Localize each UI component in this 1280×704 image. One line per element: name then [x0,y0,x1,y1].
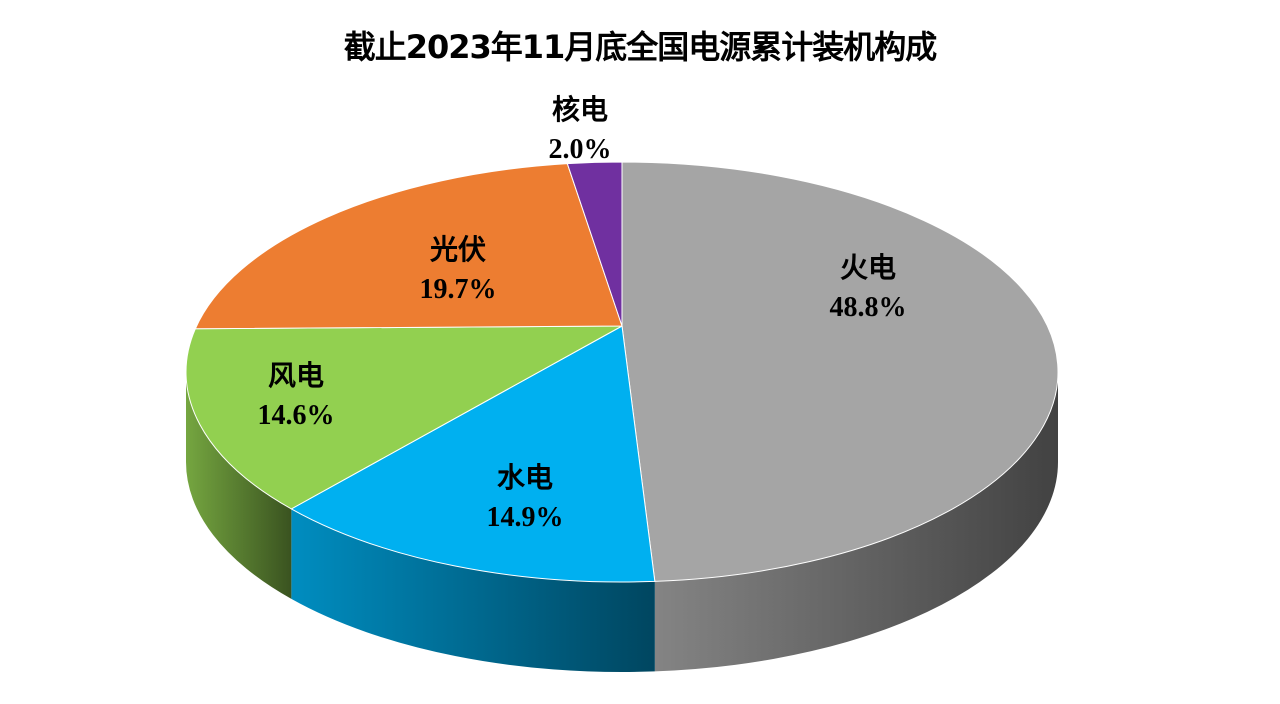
data-label: 水电 14.9% [487,458,564,538]
pie-slice [566,161,623,327]
pie-slice [185,325,623,510]
slice-percent: 19.7% [419,274,497,305]
data-label: 核电 2.0% [549,90,612,170]
pie-slice [621,161,1059,582]
pie-side-0 [654,372,1058,672]
data-label: 风电 14.6% [258,356,335,436]
slice-name: 核电 [551,93,608,126]
pie-slice [290,325,656,583]
chart-title: 截止2023年11月底全国电源累计装机构成 [343,28,938,66]
slice-percent: 2.0% [548,134,612,165]
slice-name: 火电 [839,251,896,284]
slice-percent: 14.9% [486,502,564,533]
data-label: 火电 48.8% [830,248,907,328]
slice-name: 水电 [496,461,553,494]
slice-name: 光伏 [429,233,486,266]
pie-side-1 [291,508,655,672]
slice-percent: 48.8% [829,292,907,323]
slice-percent: 14.6% [257,400,335,431]
data-label: 光伏 19.7% [420,230,497,310]
pie-slice [194,163,623,330]
pie-side-2 [186,372,292,599]
slice-name: 风电 [267,359,324,392]
